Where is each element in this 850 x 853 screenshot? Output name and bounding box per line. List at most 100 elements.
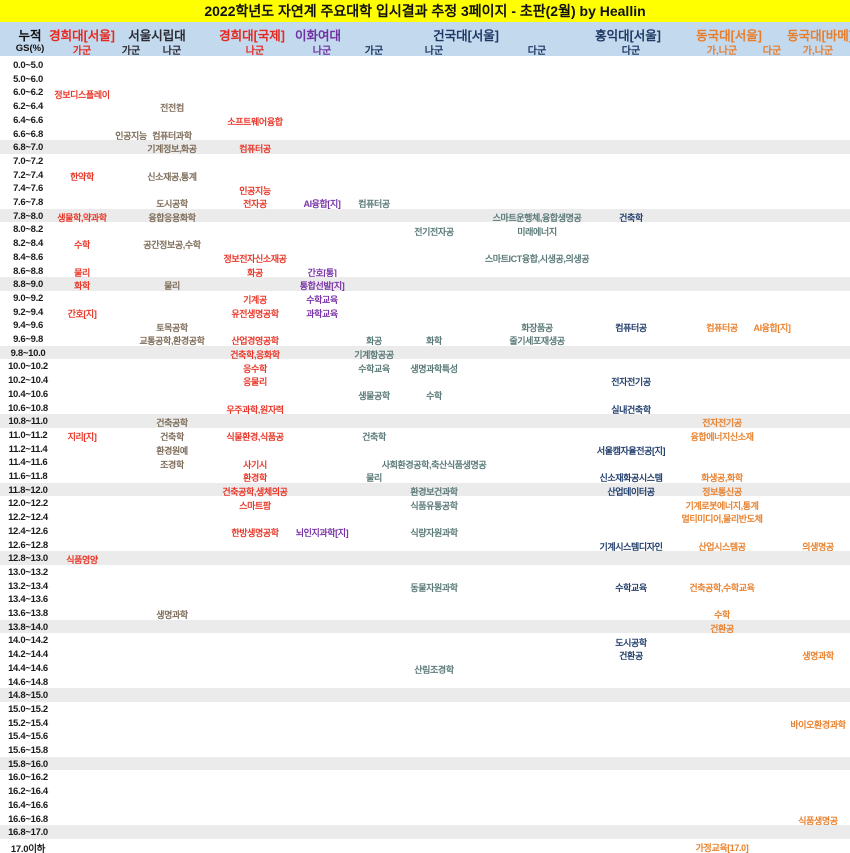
dept-cell: 물리 <box>164 281 180 292</box>
dept-cell: 멀티미디어,물리반도체 <box>681 514 763 525</box>
dept-cell: 식품생명공 <box>798 815 838 826</box>
gs-range-label: 6.2~6.4 <box>13 101 43 113</box>
row-stripe <box>0 208 850 223</box>
university-header: 경희대[국제] <box>219 29 285 43</box>
gs-range-label: 10.8~11.0 <box>8 416 48 428</box>
gs-range-label: 14.8~15.0 <box>8 690 48 702</box>
gs-range-label: 7.2~7.4 <box>13 169 43 181</box>
gs-range-label: 6.0~6.2 <box>13 87 43 99</box>
dept-cell: 뇌인지과학[지] <box>295 528 349 538</box>
gs-range-label: 16.8~17.0 <box>8 827 48 839</box>
dept-cell: 스마트운행체,융합생명공 <box>492 212 582 223</box>
dept-cell: AI융합[지] <box>303 199 341 210</box>
row-stripe <box>0 619 850 634</box>
gs-range-label: 11.2~11.4 <box>8 443 48 455</box>
gs-range-label: 15.8~16.0 <box>8 758 48 770</box>
admission-group-header: 나군 <box>312 46 332 57</box>
gs-range-label: 8.6~8.8 <box>13 265 43 277</box>
dept-cell: 신소재화공시스템 <box>599 473 663 484</box>
admission-group-header: 나군 <box>245 46 265 57</box>
dept-cell: 기계시스템디자인 <box>599 541 663 552</box>
gs-range-label: 16.2~16.4 <box>8 786 48 798</box>
dept-cell: 기계로봇에너지,통계 <box>685 500 759 511</box>
gs-range-label: 14.2~14.4 <box>8 649 48 661</box>
dept-cell: 건환공 <box>710 623 734 634</box>
gs-range-label: 8.8~9.0 <box>13 279 43 291</box>
dept-cell: 한방생명공학 <box>231 528 279 538</box>
row-stripe <box>0 825 850 839</box>
gs-range-label: 12.4~12.6 <box>8 525 48 537</box>
gs-range-label: 6.8~7.0 <box>13 142 43 154</box>
dept-cell: 컴퓨터공 <box>358 199 390 210</box>
dept-cell: 지리[지] <box>67 432 97 443</box>
admission-group-header: 가군 <box>364 46 384 57</box>
admission-group-header: 가,나군 <box>706 46 738 57</box>
dept-cell: 의생명공 <box>802 541 834 552</box>
gs-range-label: 7.4~7.6 <box>13 183 43 195</box>
dept-cell: 건축학 <box>160 432 184 443</box>
dept-cell: 융합응용화학 <box>148 212 196 223</box>
dept-cell: 수학 <box>74 240 90 251</box>
dept-cell: 기계공 <box>243 295 267 306</box>
dept-cell: 물리 <box>74 267 90 278</box>
dept-cell: 산업데이터공 <box>607 486 655 497</box>
gs-range-label: 11.4~11.6 <box>8 457 48 469</box>
dept-cell: 정보전자신소재공 <box>223 254 287 264</box>
gs-range-label: 12.8~13.0 <box>8 553 48 565</box>
dept-cell: 통합선발[지] <box>299 281 345 292</box>
university-header: 이화여대 <box>294 29 342 43</box>
admission-group-header: 다군 <box>527 46 547 57</box>
gs-range-label: 13.2~13.4 <box>8 580 48 592</box>
row-stripe <box>0 140 850 154</box>
gs-range-label: 11.6~11.8 <box>8 471 48 482</box>
dept-cell: 공간정보공,수학 <box>143 240 201 251</box>
gs-range-label: 14.6~14.8 <box>8 676 48 688</box>
gs-range-label: 9.6~9.8 <box>13 334 43 345</box>
gs-range-label: 7.0~7.2 <box>13 155 43 167</box>
gs-range-label: 13.0~13.2 <box>8 566 48 578</box>
row-stripe <box>0 482 850 497</box>
dept-cell: 서울캠자율전공[지] <box>596 445 666 456</box>
dept-cell: 응물리 <box>243 377 267 388</box>
dept-cell: 동물자원과학 <box>410 582 458 593</box>
gs-range-label: 6.4~6.6 <box>13 114 43 126</box>
dept-cell: 토목공학 <box>156 322 188 333</box>
gs-range-label: 12.2~12.4 <box>8 512 48 524</box>
gs-range-label: 10.6~10.8 <box>8 402 48 414</box>
dept-cell: 건축공학,생체의공 <box>222 486 288 497</box>
dept-cell: 환경보건과학 <box>410 486 458 497</box>
dept-cell: 스마트ICT융합,시생공,의생공 <box>484 254 590 264</box>
gs-range-label: 16.0~16.2 <box>8 772 48 784</box>
dept-cell: 식품유통공학 <box>410 500 458 511</box>
cumulative-header-label: 누적 <box>18 29 42 43</box>
dept-cell: 수학교육 <box>615 582 647 593</box>
dept-cell: 소프트웨어융합 <box>227 117 283 127</box>
dept-cell: 건환공 <box>619 651 643 662</box>
dept-cell: 전전컴 <box>160 103 184 114</box>
gs-range-label: 16.4~16.6 <box>8 799 48 811</box>
row-stripe <box>0 345 850 360</box>
gs-range-label: 17.0이하 <box>10 843 46 853</box>
gs-range-label: 0.0~5.0 <box>13 60 43 71</box>
dept-cell: 한약학 <box>70 171 94 182</box>
dept-cell: 조경학 <box>160 459 184 470</box>
dept-cell: 화생공,화학 <box>701 473 743 484</box>
row-stripe <box>0 551 850 565</box>
dept-cell: 간호[지] <box>67 308 97 319</box>
dept-cell: 생물학,약과학 <box>57 212 107 223</box>
dept-cell: 컴퓨터공 <box>706 322 738 333</box>
dept-cell: 컴퓨터공 <box>615 322 647 333</box>
dept-cell: 건축공학,수학교육 <box>689 582 755 593</box>
gs-range-label: 13.6~13.8 <box>8 608 48 619</box>
dept-cell: 미래에너지 <box>517 226 557 237</box>
column-header-band: 누적 GS(%) 경희대[서울] 서울시립대 경희대[국제] 이화여대 건국대[서울] 홍… <box>0 22 850 57</box>
dept-cell: 생명과학특성 <box>410 363 458 374</box>
dept-cell: 교통공학,환경공학 <box>139 336 205 347</box>
gs-range-label: 14.4~14.6 <box>8 662 48 674</box>
admission-group-header: 다군 <box>621 46 641 57</box>
gs-range-label: 6.6~6.8 <box>13 128 43 140</box>
gs-range-label: 15.6~15.8 <box>8 745 48 756</box>
dept-cell: AI융합[지] <box>753 322 791 333</box>
dept-cell: 수학교육 <box>358 363 390 374</box>
gs-range-label: 8.4~8.6 <box>13 251 43 263</box>
